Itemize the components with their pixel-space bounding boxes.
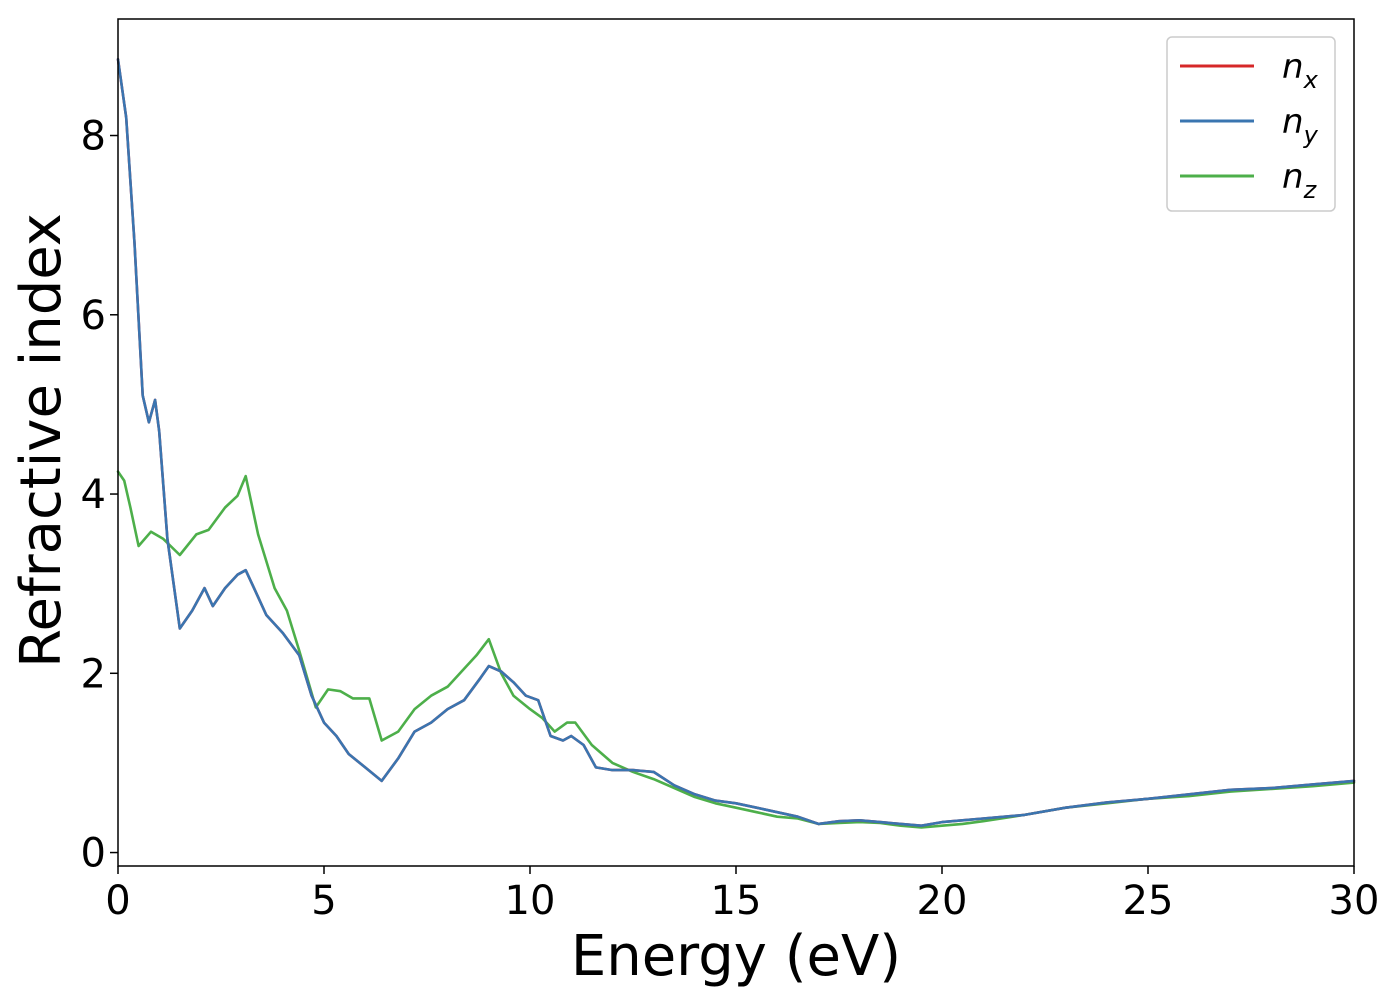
x-tick-label: 5 — [311, 878, 336, 924]
x-tick-label: 15 — [711, 878, 762, 924]
legend-label-y: ny — [1282, 102, 1319, 149]
legend-box — [1166, 36, 1336, 212]
y-tick-label: 2 — [81, 651, 106, 697]
x-tick-label: 30 — [1329, 878, 1380, 924]
series-layer — [116, 58, 1356, 829]
y-tick-label: 6 — [81, 293, 106, 339]
series-line-y — [116, 58, 1356, 827]
series-line-z — [116, 470, 1356, 829]
x-tick-label: 25 — [1123, 878, 1174, 924]
x-tick-label: 20 — [917, 878, 968, 924]
y-axis-ticks: 0 2 4 6 8 — [81, 114, 118, 877]
y-tick-label: 0 — [81, 831, 106, 877]
x-tick-label: 10 — [505, 878, 556, 924]
x-axis-label: Energy (eV) — [571, 924, 901, 989]
x-axis-ticks: 0 5 10 15 20 25 30 — [105, 866, 1379, 924]
legend-label-x: nx — [1282, 47, 1319, 94]
y-axis-label: Refractive index — [9, 213, 74, 668]
y-tick-label: 4 — [81, 472, 106, 518]
x-tick-label: 0 — [105, 878, 130, 924]
y-tick-label: 8 — [81, 114, 106, 160]
